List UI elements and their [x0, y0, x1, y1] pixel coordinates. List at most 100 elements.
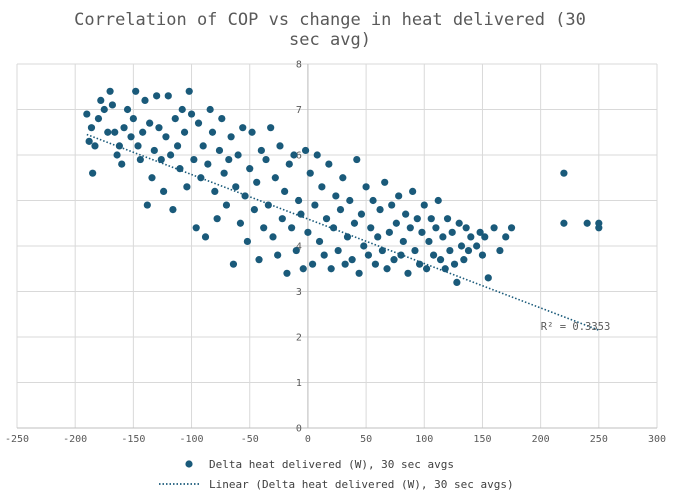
data-point	[476, 228, 484, 236]
data-point	[409, 187, 417, 195]
data-point	[418, 228, 426, 236]
x-tick-label: 250	[590, 434, 608, 445]
trendline-group	[86, 133, 600, 331]
chart-title-line-2: sec avg)	[289, 30, 371, 50]
data-point	[297, 210, 305, 218]
trendline	[86, 133, 600, 331]
annotations: R² = 0.3353	[541, 321, 611, 333]
data-point	[239, 124, 247, 132]
data-point	[595, 224, 603, 232]
data-point	[478, 251, 487, 259]
data-point	[402, 210, 410, 218]
data-point	[250, 206, 258, 214]
data-point	[392, 219, 400, 227]
y-tick-label: 2	[296, 333, 302, 344]
data-point	[329, 224, 338, 232]
data-point	[332, 192, 340, 200]
x-tick-label: -250	[5, 434, 29, 445]
data-point	[385, 228, 393, 236]
data-point	[234, 151, 242, 159]
data-point	[467, 233, 475, 241]
y-tick-label: 1	[296, 378, 302, 389]
data-point	[157, 155, 165, 164]
x-tick-label: 200	[532, 434, 550, 445]
data-point	[206, 105, 214, 114]
data-point	[353, 155, 361, 164]
data-point	[225, 155, 233, 164]
data-point	[94, 115, 103, 123]
data-point	[148, 174, 156, 182]
data-point	[434, 196, 442, 205]
data-point	[183, 183, 191, 191]
data-point	[129, 115, 137, 123]
data-point	[288, 224, 296, 232]
data-point	[160, 187, 168, 195]
data-point	[106, 87, 114, 95]
data-point	[406, 224, 414, 232]
y-tick-label: 8	[296, 60, 302, 71]
data-point	[473, 242, 481, 250]
data-point	[560, 219, 568, 227]
data-point	[232, 183, 240, 191]
data-point	[371, 260, 379, 268]
data-point	[484, 274, 492, 282]
data-point	[167, 151, 175, 159]
data-point	[334, 246, 342, 255]
data-point	[350, 219, 359, 227]
data-point	[464, 246, 473, 255]
data-point	[416, 260, 424, 268]
data-point	[322, 215, 331, 223]
data-point	[583, 219, 591, 227]
data-point	[276, 142, 284, 150]
data-point	[397, 251, 405, 259]
data-point	[404, 269, 412, 277]
data-point	[325, 160, 333, 168]
data-point	[443, 215, 452, 223]
data-point	[278, 215, 286, 223]
data-point	[460, 256, 468, 264]
data-point	[85, 137, 93, 145]
data-point	[111, 128, 119, 136]
data-point	[315, 237, 324, 246]
data-point	[446, 246, 454, 255]
data-point	[267, 124, 275, 132]
data-point	[336, 206, 345, 214]
data-point	[304, 228, 312, 236]
data-point	[169, 206, 177, 214]
y-tick-label: 4	[296, 242, 302, 253]
data-point	[201, 233, 210, 241]
data-point	[271, 174, 279, 182]
data-point	[164, 92, 172, 100]
data-point	[318, 183, 326, 191]
axes	[17, 64, 657, 429]
y-tick-label: 6	[296, 151, 302, 162]
data-point	[390, 256, 398, 264]
data-point	[113, 151, 121, 159]
data-point	[227, 133, 235, 141]
data-point	[213, 215, 221, 223]
data-point	[146, 119, 154, 127]
data-point	[248, 128, 256, 136]
data-point	[496, 246, 504, 255]
data-point	[178, 105, 186, 114]
data-point	[346, 196, 354, 205]
data-point	[436, 256, 445, 264]
data-point	[190, 155, 198, 164]
data-point	[432, 224, 440, 232]
data-point	[241, 192, 249, 200]
data-point	[104, 128, 112, 136]
data-point	[376, 206, 384, 214]
data-point	[311, 201, 319, 209]
data-point	[199, 142, 207, 150]
data-point	[139, 128, 147, 136]
data-point	[374, 233, 382, 241]
data-point	[383, 265, 391, 273]
data-point	[429, 251, 438, 259]
data-point	[299, 265, 307, 273]
x-tick-label: -150	[121, 434, 145, 445]
data-point	[127, 133, 135, 141]
data-point	[87, 124, 96, 132]
legend-label-scatter: Delta heat delivered (W), 30 sec avgs	[209, 458, 454, 471]
data-point	[253, 178, 261, 186]
